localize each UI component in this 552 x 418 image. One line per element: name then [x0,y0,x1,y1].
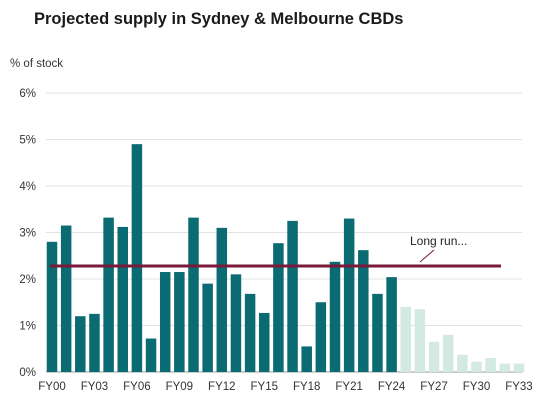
bar-fy16 [273,243,284,372]
x-tick-label: FY27 [420,381,448,393]
bar-fy19 [315,302,327,372]
bar-fy22 [358,250,369,372]
y-tick-label: 5% [19,135,36,147]
bar-fy09 [174,272,185,372]
x-tick-label: FY21 [335,381,363,393]
bar-fy30 [471,361,482,372]
bar-fy02 [75,316,86,372]
x-tick-label: FY12 [208,381,236,393]
x-tick-label: FY06 [123,381,151,393]
bar-fy11 [202,283,213,372]
bar-fy00 [46,241,58,372]
bar-fy12 [216,227,228,372]
chart-title: Projected supply in Sydney & Melbourne C… [34,10,404,28]
long-run-annotation: Long run... [410,234,467,248]
bar-fy05 [117,226,128,372]
annotation-leader-line [419,249,435,263]
bar-fy23 [372,293,383,372]
bar-fy26 [414,309,426,372]
bar-fy15 [259,312,270,372]
y-tick-label: 2% [19,274,36,286]
bar-fy14 [244,293,256,372]
bar-fy31 [485,358,496,372]
bar-fy03 [89,313,100,372]
long-run-line-group: Long run... [50,234,501,268]
bar-fy32 [499,363,511,372]
bar-fy27 [428,341,440,372]
x-tick-label: FY24 [378,381,406,393]
x-tick-label: FY09 [166,381,194,393]
bar-fy20 [329,261,341,372]
bar-fy07 [145,338,157,372]
bar-fy08 [159,272,171,372]
bars [46,144,525,372]
bar-fy01 [60,225,72,372]
y-tick-label: 4% [19,181,36,193]
x-tick-label: FY33 [505,381,533,393]
bar-fy06 [131,144,143,372]
bar-fy13 [230,274,242,372]
y-axis-unit-label: % of stock [10,58,64,70]
bar-fy21 [343,218,355,372]
bar-fy33 [513,363,525,372]
bar-fy17 [287,220,298,372]
x-tick-label: FY00 [38,381,66,393]
x-tick-label: FY30 [463,381,491,393]
x-tick-label: FY18 [293,381,321,393]
gridlines [46,92,522,373]
x-tick-label: FY15 [251,381,279,393]
x-tick-label: FY03 [81,381,109,393]
bar-fy28 [442,334,454,372]
bar-fy18 [301,346,312,372]
bar-fy10 [188,217,199,372]
y-tick-label: 0% [19,367,36,379]
x-tick-labels: FY00 FY03 FY06 FY09 FY12 FY15 FY18 FY21 FY24 FY27… [38,381,532,393]
y-tick-label: 1% [19,321,36,333]
bar-fy29 [457,354,468,372]
bar-fy24 [386,277,397,372]
bar-fy04 [103,217,114,372]
y-tick-labels: 0% 1% 2% 3% 4% 5% 6% [19,88,36,379]
y-tick-label: 6% [19,88,36,100]
y-tick-label: 3% [19,228,36,240]
bar-fy25 [400,306,411,372]
